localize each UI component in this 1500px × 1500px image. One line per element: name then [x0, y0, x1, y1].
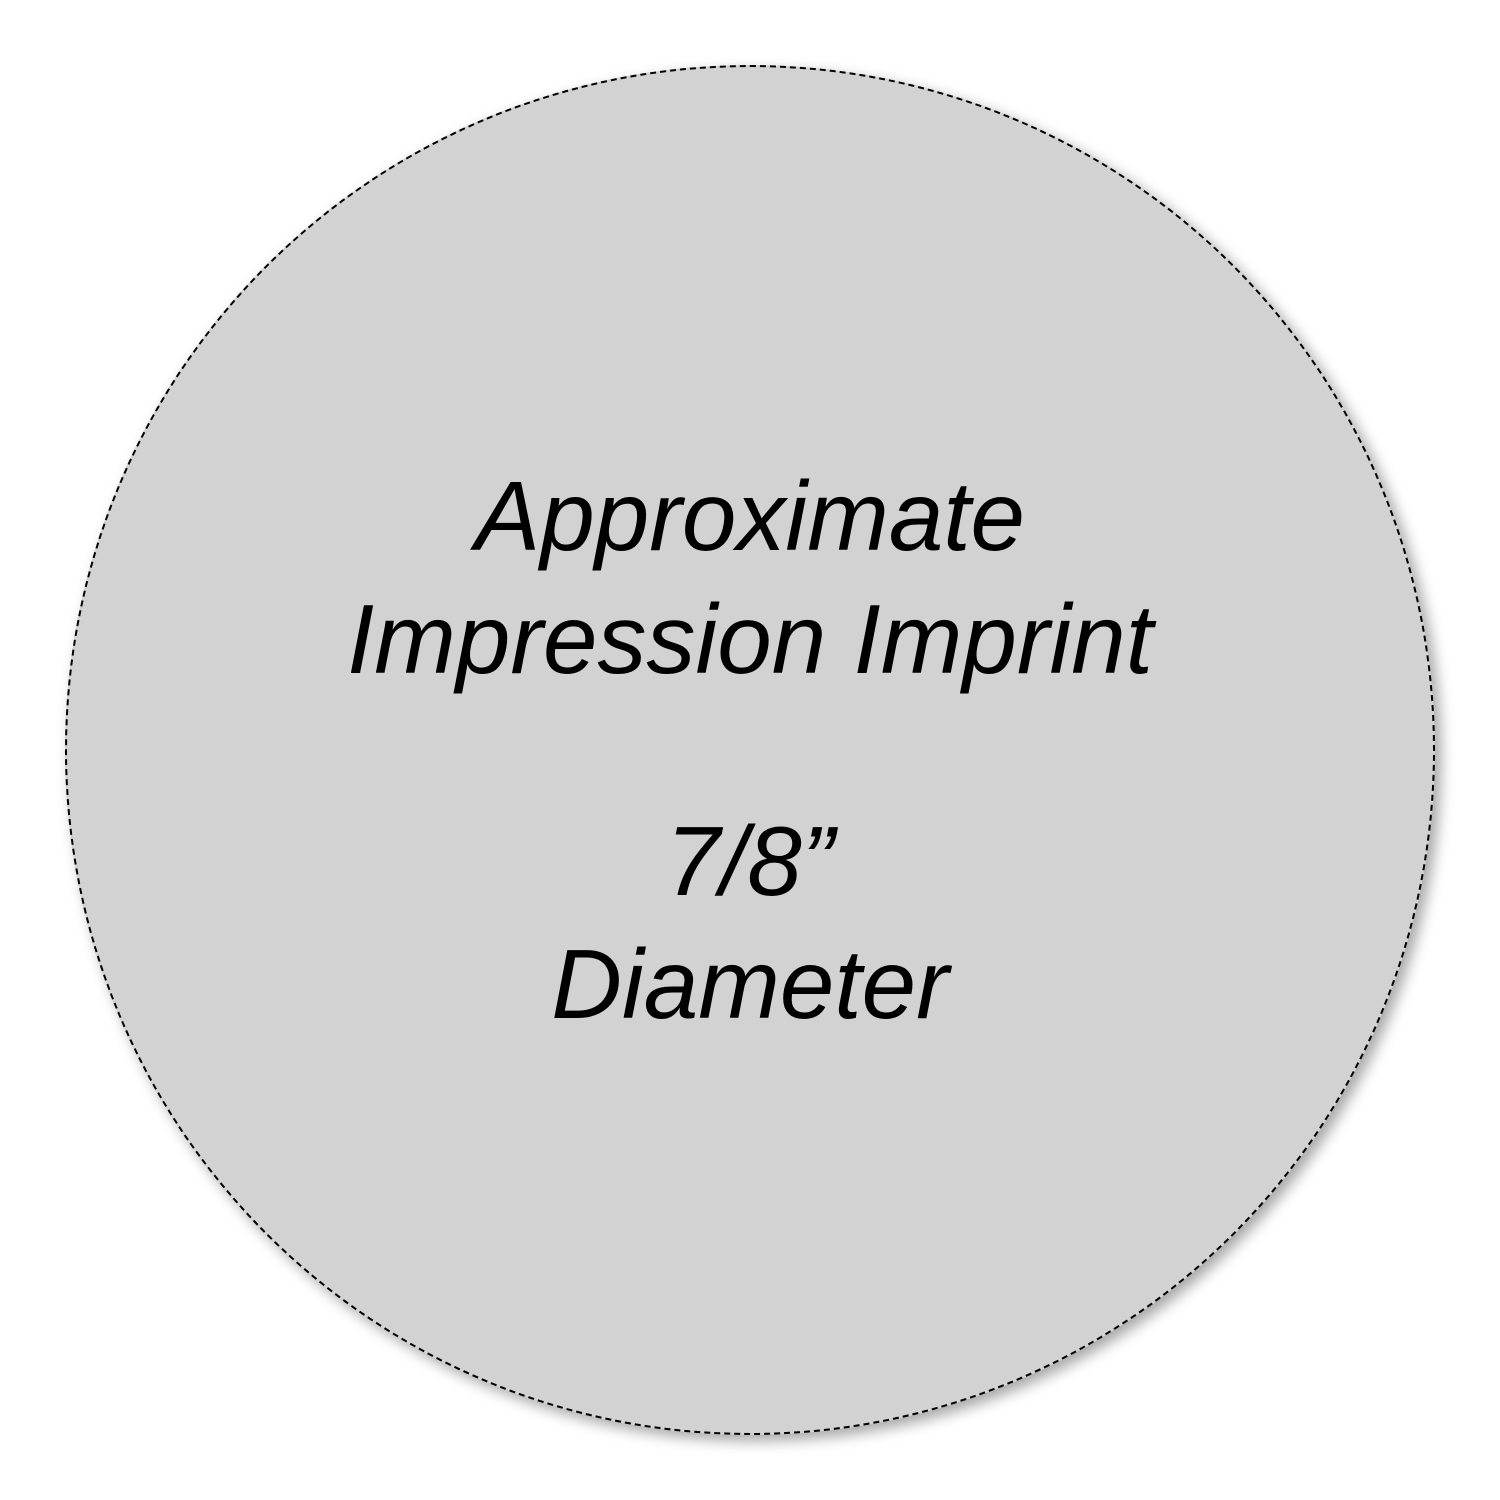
top-line-2: Impression Imprint	[347, 578, 1153, 701]
top-line-1: Approximate	[347, 455, 1153, 578]
bottom-line-1: 7/8”	[551, 800, 949, 923]
stamp-impression-circle: Approximate Impression Imprint 7/8” Diam…	[65, 65, 1435, 1435]
bottom-text-block: 7/8” Diameter	[551, 800, 949, 1045]
top-text-block: Approximate Impression Imprint	[347, 455, 1153, 700]
bottom-line-2: Diameter	[551, 923, 949, 1046]
